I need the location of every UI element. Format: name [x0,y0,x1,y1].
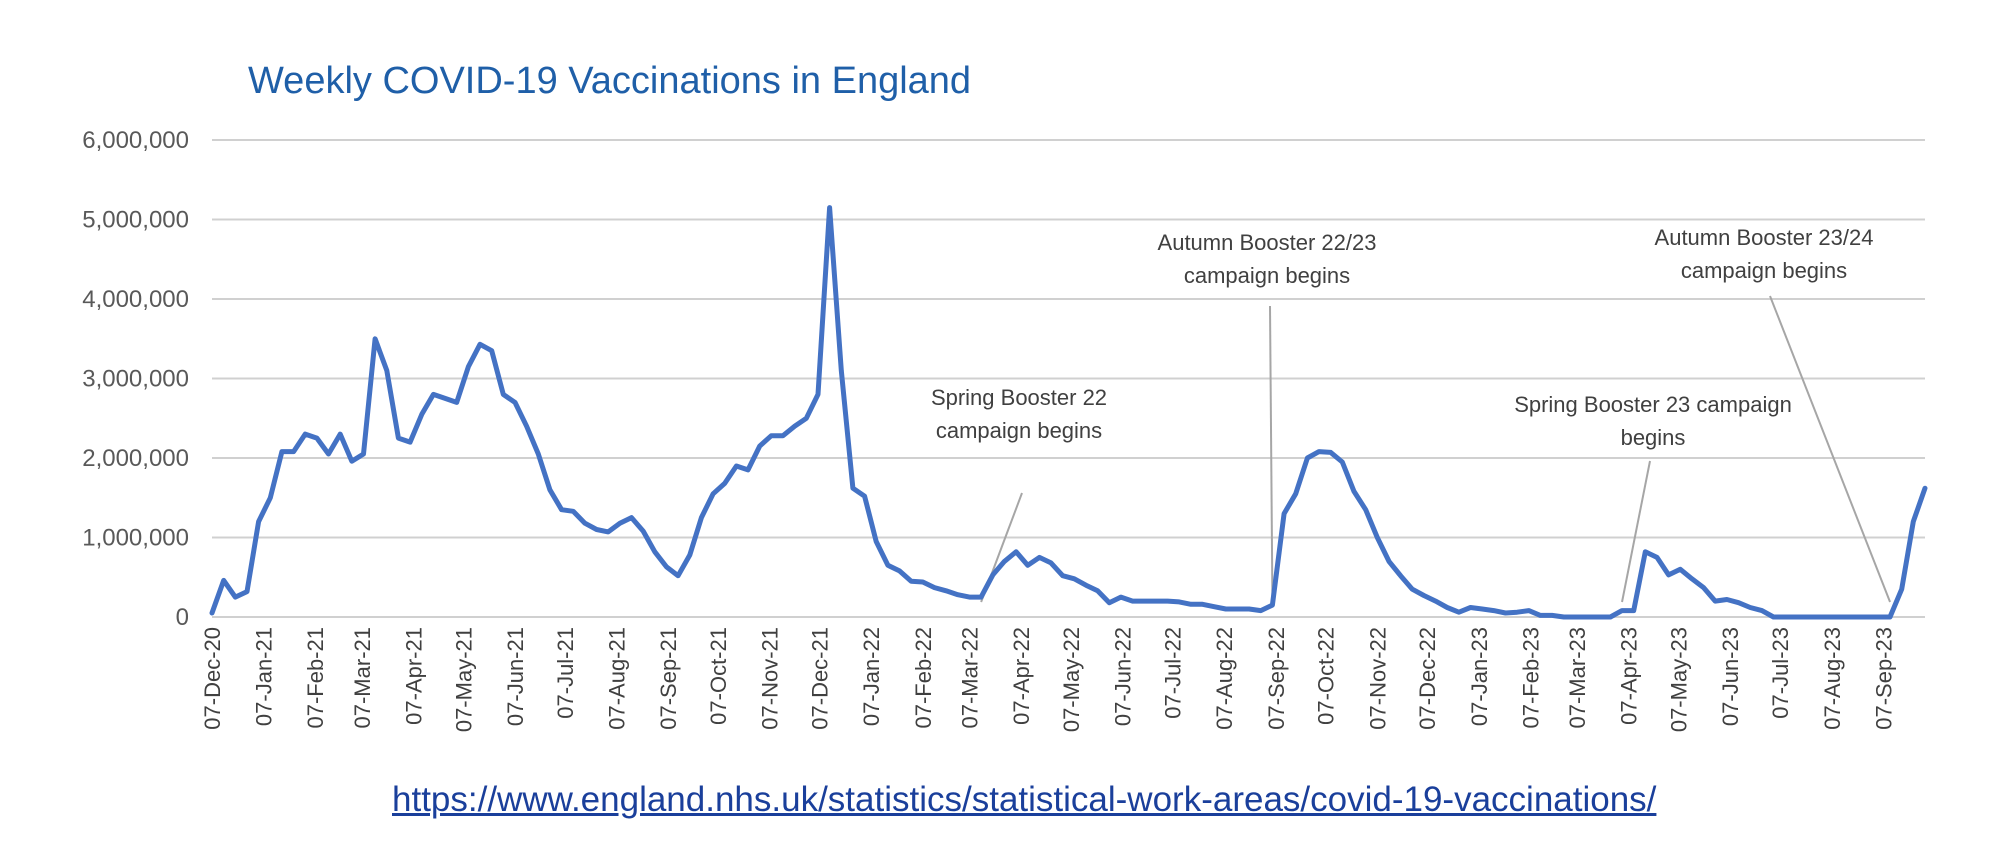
x-tick-label: 07-Jun-21 [503,627,528,726]
y-tick-label: 4,000,000 [82,286,189,313]
x-tick-label: 07-Feb-23 [1518,627,1543,729]
annotation-label: Autumn Booster 23/24 [1655,225,1874,250]
x-tick-label: 07-Oct-22 [1314,627,1339,725]
y-tick-label: 2,000,000 [82,445,189,472]
x-tick-label: 07-Aug-23 [1820,627,1845,730]
x-tick-label: 07-Dec-22 [1415,627,1440,730]
x-tick-label: 07-Jan-23 [1467,627,1492,726]
annotation-label: Autumn Booster 22/23 [1158,230,1377,255]
x-tick-label: 07-Aug-21 [605,627,630,730]
x-tick-label: 07-Jul-23 [1768,627,1793,719]
annotation-label: Spring Booster 23 campaign [1514,392,1792,417]
annotation-label: campaign begins [1681,258,1847,283]
x-tick-label: 07-Mar-21 [350,627,375,728]
annotation-leader-line [1769,295,1891,603]
x-tick-label: 07-Jun-23 [1718,627,1743,726]
x-tick-label: 07-Jun-22 [1111,627,1136,726]
x-tick-label: 07-May-21 [451,627,476,732]
annotation-leader-line [1621,460,1651,603]
annotation-label: begins [1621,425,1686,450]
annotation-label: Spring Booster 22 [931,385,1107,410]
x-tick-label: 07-Apr-23 [1617,627,1642,725]
x-tick-label: 07-Sep-21 [656,627,681,730]
x-tick-label: 07-Apr-21 [401,627,426,725]
x-axis-ticks: 07-Dec-20 07-Jan-21 07-Feb-21 07-Mar-21 07-A… [200,627,1896,732]
annotation-label: campaign begins [1184,263,1350,288]
x-tick-label: 07-Mar-23 [1565,627,1590,728]
source-link[interactable]: https://www.england.nhs.uk/statistics/st… [392,780,1657,819]
x-tick-label: 07-Jan-21 [252,627,277,726]
x-tick-label: 07-Feb-22 [911,627,936,729]
x-tick-label: 07-Dec-20 [200,627,225,730]
annotation-leader-line [1269,305,1274,603]
x-tick-label: 07-Nov-21 [758,627,783,730]
y-tick-label: 3,000,000 [82,366,189,393]
x-tick-label: 07-May-23 [1667,627,1692,732]
series-layer [209,205,1928,620]
x-tick-label: 07-Jul-22 [1161,627,1186,719]
annotations: Spring Booster 22 campaign begins Autumn B… [931,225,1891,603]
x-tick-label: 07-May-22 [1059,627,1084,732]
series-line [209,205,1928,620]
annotation-label: campaign begins [936,418,1102,443]
y-tick-label: 1,000,000 [82,525,189,552]
gridlines [212,139,1925,618]
x-tick-label: 07-Sep-22 [1264,627,1289,730]
x-tick-label: 07-Jul-21 [553,627,578,719]
x-tick-label: 07-Oct-21 [706,627,731,725]
x-tick-label: 07-Dec-21 [808,627,833,730]
x-tick-label: 07-Nov-22 [1365,627,1390,730]
y-tick-label: 6,000,000 [82,127,189,154]
y-axis-ticks: 0 1,000,000 2,000,000 3,000,000 4,000,000 5,0… [82,127,189,631]
x-tick-label: 07-Apr-22 [1009,627,1034,725]
x-tick-label: 07-Sep-23 [1871,627,1896,730]
x-tick-label: 07-Jan-22 [859,627,884,726]
y-tick-label: 0 [176,604,189,631]
x-tick-label: 07-Feb-21 [303,627,328,729]
x-tick-label: 07-Aug-22 [1212,627,1237,730]
chart-title: Weekly COVID-19 Vaccinations in England [248,60,971,102]
x-tick-label: 07-Mar-22 [957,627,982,728]
y-tick-label: 5,000,000 [82,207,189,234]
